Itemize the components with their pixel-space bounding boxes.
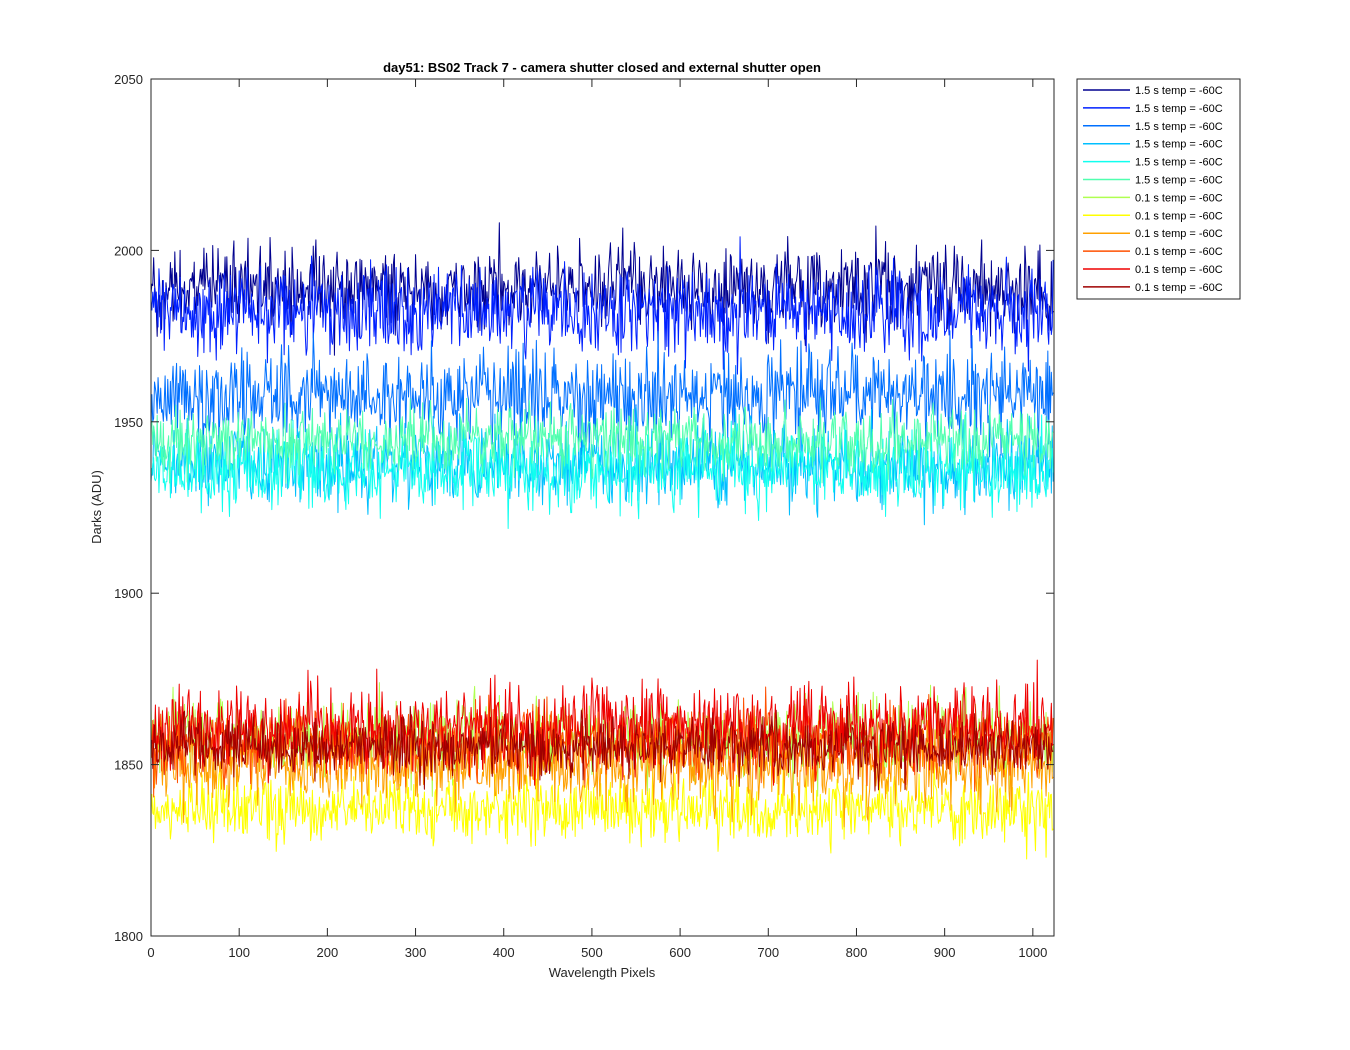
x-tick-label: 1000	[1018, 945, 1047, 960]
x-tick-label: 600	[669, 945, 691, 960]
legend-label-2: 1.5 s temp = -60C	[1135, 103, 1223, 115]
x-axis-ticks: 0 100 200 300 400 500 600 700 800 900 1000	[147, 79, 1047, 960]
x-tick-label: 900	[934, 945, 956, 960]
x-tick-label: 400	[493, 945, 515, 960]
legend-label-9: 0.1 s temp = -60C	[1135, 228, 1223, 240]
chart-title: day51: BS02 Track 7 - camera shutter clo…	[383, 60, 821, 75]
x-tick-label: 300	[405, 945, 427, 960]
series-line-8	[150, 755, 1054, 860]
series-line-2	[150, 236, 1054, 375]
legend-label-5: 1.5 s temp = -60C	[1135, 157, 1223, 169]
legend-label-3: 1.5 s temp = -60C	[1135, 121, 1223, 133]
y-tick-label: 1800	[114, 929, 143, 944]
axes-layer	[150, 78, 1055, 937]
series-line-3	[150, 330, 1054, 464]
y-tick-label: 2050	[114, 72, 143, 87]
legend-label-7: 0.1 s temp = -60C	[1135, 192, 1223, 204]
series-line-5	[150, 411, 1054, 530]
x-tick-label: 500	[581, 945, 603, 960]
legend-label-12: 0.1 s temp = -60C	[1135, 282, 1223, 294]
x-tick-label: 100	[228, 945, 250, 960]
legend-label-11: 0.1 s temp = -60C	[1135, 264, 1223, 276]
series-line-12	[150, 705, 1054, 791]
y-tick-label: 1950	[114, 415, 143, 430]
y-tick-label: 1900	[114, 586, 143, 601]
legend-label-4: 1.5 s temp = -60C	[1135, 139, 1223, 151]
legend-box	[1076, 78, 1241, 300]
x-tick-label: 200	[317, 945, 339, 960]
legend-label-6: 1.5 s temp = -60C	[1135, 175, 1223, 187]
x-tick-label: 700	[757, 945, 779, 960]
x-tick-label: 800	[846, 945, 868, 960]
x-tick-label: 0	[147, 945, 154, 960]
y-tick-label: 1850	[114, 758, 143, 773]
y-axis-ticks: 1800 1850 1900 1950 2000 2050	[114, 72, 1054, 944]
y-axis-label: Darks (ADU)	[89, 470, 104, 544]
legend-label-8: 0.1 s temp = -60C	[1135, 210, 1223, 222]
y-tick-label: 2000	[114, 243, 143, 258]
legend-label-10: 0.1 s temp = -60C	[1135, 246, 1223, 258]
x-axis-label: Wavelength Pixels	[549, 965, 656, 980]
legend-label-1: 1.5 s temp = -60C	[1135, 85, 1223, 97]
legend: 1.5 s temp = -60C 1.5 s temp = -60C 1.5 s …	[1076, 78, 1241, 300]
series-layer	[150, 222, 1054, 860]
series-line-6	[150, 397, 1054, 489]
axes-frame	[150, 78, 1055, 937]
